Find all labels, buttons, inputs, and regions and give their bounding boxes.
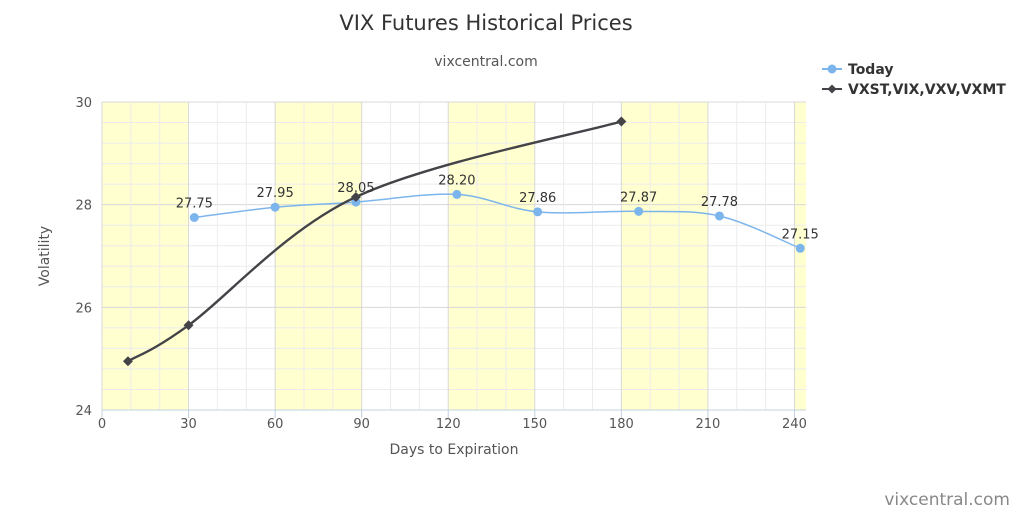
- series-point-diamond[interactable]: [616, 116, 627, 127]
- credit-link[interactable]: vixcentral.com: [884, 490, 1010, 510]
- plot-band-1: [275, 102, 362, 410]
- data-label: 27.78: [701, 195, 738, 210]
- series-point-circle[interactable]: [634, 206, 644, 216]
- series-line-0: [194, 193, 801, 249]
- data-label: 27.15: [782, 227, 819, 242]
- series-point-circle[interactable]: [351, 197, 361, 207]
- series-point-diamond[interactable]: [350, 191, 361, 202]
- y-tick-label: 28: [75, 199, 92, 214]
- data-labels: 27.75 27.95 28.05 28.20 27.86 27.87 27.78 27.15: [176, 173, 819, 242]
- series-point-circle[interactable]: [452, 189, 462, 199]
- series-point-circle[interactable]: [714, 211, 724, 221]
- x-tick-label: 180: [609, 417, 634, 432]
- series-point-diamond[interactable]: [122, 356, 133, 367]
- series-point-circle[interactable]: [533, 207, 543, 217]
- x-tick-label: 210: [695, 417, 720, 432]
- series-point-circle[interactable]: [189, 213, 199, 222]
- x-tick-label: 30: [180, 417, 197, 432]
- x-axis-title: Days to Expiration: [390, 442, 519, 458]
- plot-band-3: [621, 102, 708, 410]
- plot-bands: [102, 102, 806, 410]
- data-label: 27.86: [519, 191, 556, 206]
- plot-band-2: [448, 102, 535, 410]
- series-point-circle[interactable]: [795, 243, 805, 253]
- axes: 0 30 60 90 120 150 180 210 240 24 26 28 30: [75, 96, 806, 432]
- data-label: 27.87: [620, 190, 657, 205]
- series-line-1: [127, 120, 622, 363]
- y-tick-label: 24: [75, 404, 92, 419]
- x-tick-label: 120: [436, 417, 461, 432]
- legend-label: VXST,VIX,VXV,VXMT: [848, 82, 1006, 98]
- data-label: 28.05: [337, 181, 374, 196]
- y-tick-label: 30: [75, 96, 92, 111]
- legend[interactable]: Today VXST,VIX,VXV,VXMT: [822, 62, 1006, 98]
- chart-subtitle: vixcentral.com: [434, 54, 537, 70]
- plot-band-0: [102, 102, 189, 410]
- y-axis-title: Volatility: [37, 226, 53, 286]
- legend-item-1[interactable]: VXST,VIX,VXV,VXMT: [822, 82, 1006, 98]
- data-label: 27.95: [257, 186, 294, 201]
- x-tick-label: 60: [267, 417, 284, 432]
- y-tick-label: 26: [75, 301, 92, 316]
- chart-title: VIX Futures Historical Prices: [339, 11, 632, 35]
- series-point-circle[interactable]: [270, 202, 280, 212]
- legend-marker-circle: [827, 64, 837, 74]
- legend-item-0[interactable]: Today: [822, 62, 893, 78]
- legend-marker-diamond: [827, 84, 837, 94]
- x-tick-label: 150: [522, 417, 547, 432]
- x-tick-label: 0: [98, 417, 106, 432]
- data-label: 27.75: [176, 197, 213, 212]
- data-label: 28.20: [438, 173, 475, 188]
- plot-band-4: [794, 102, 806, 410]
- legend-label: Today: [848, 62, 893, 78]
- series-point-diamond[interactable]: [183, 320, 194, 331]
- x-tick-label: 240: [782, 417, 807, 432]
- x-tick-label: 90: [353, 417, 370, 432]
- series-layer: [122, 116, 805, 367]
